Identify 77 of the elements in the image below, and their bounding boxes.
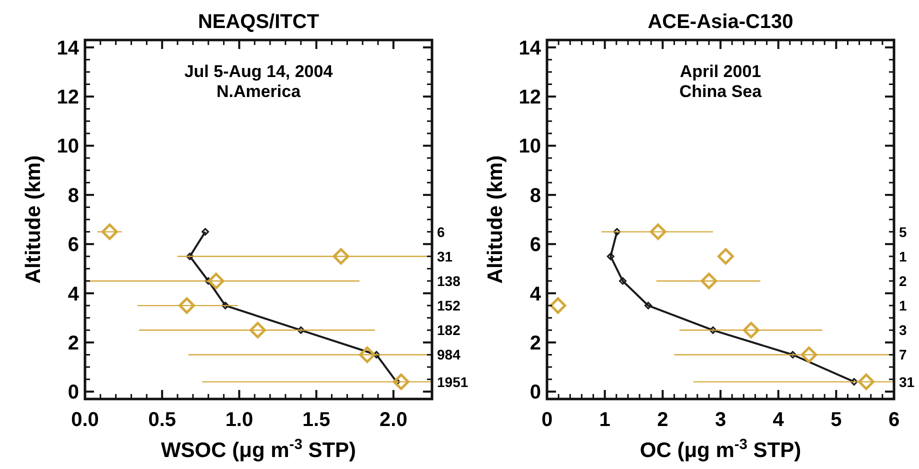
- y-tick-label: 0: [530, 382, 541, 404]
- y-tick-label: 2: [530, 332, 541, 354]
- text: 7: [899, 346, 907, 363]
- point: [850, 378, 858, 386]
- x-tick-label: 6: [888, 409, 900, 431]
- point: [332, 248, 350, 265]
- x-tick-label: 0.5: [148, 409, 176, 431]
- point: [392, 374, 410, 390]
- point: [204, 277, 212, 285]
- x-tick-label: 0.0: [71, 409, 99, 431]
- y-tick-label: 4: [68, 283, 80, 306]
- y-tick-label: 2: [68, 332, 79, 354]
- y-tick-label: 6: [68, 234, 79, 256]
- y-tick-label: 4: [530, 283, 542, 306]
- point: [550, 297, 566, 314]
- y-tick-label: 8: [530, 184, 541, 207]
- point: [619, 277, 627, 285]
- text: 2: [899, 272, 907, 289]
- y-tick-label: 10: [518, 136, 541, 158]
- y-tick-label: 12: [56, 86, 79, 109]
- point: [297, 326, 305, 334]
- y-tick-label: 6: [530, 234, 541, 256]
- text: 1: [899, 298, 907, 314]
- x-tick-label: 5: [830, 409, 842, 431]
- chart-title: NEAQS/ITCT: [198, 11, 320, 33]
- point: [178, 297, 196, 314]
- y-tick-label: 12: [518, 86, 541, 109]
- text: 152: [437, 298, 461, 314]
- text: 31: [899, 374, 915, 390]
- point: [644, 302, 652, 310]
- x-tick-label: 1.5: [302, 409, 330, 431]
- text: 1951: [437, 374, 468, 390]
- x-tick-label: 1.0: [225, 409, 254, 431]
- point: [717, 248, 734, 265]
- point: [249, 322, 266, 338]
- point: [186, 252, 194, 260]
- x-tick-label: 4: [772, 409, 785, 431]
- y-tick-label: 14: [56, 37, 80, 60]
- y-tick-label: 8: [68, 184, 79, 207]
- text: 138: [437, 272, 461, 289]
- text: 5: [899, 224, 907, 240]
- point: [208, 272, 224, 290]
- y-tick-label: 10: [56, 136, 79, 158]
- point: [606, 252, 614, 260]
- x-tick-label: 3: [714, 409, 726, 431]
- annotation: Jul 5-Aug 14, 2004: [184, 62, 334, 81]
- x-axis-title: WSOC (μg m$^{-3}$ STP): [160, 437, 356, 462]
- point: [789, 350, 797, 358]
- x-axis-title: OC (μg m$^{-3}$ STP): [640, 437, 802, 462]
- text: 1: [899, 248, 907, 264]
- x-tick-label: 2: [657, 409, 668, 431]
- y-tick-label: 14: [518, 37, 542, 60]
- y-tick-label: 0: [68, 382, 79, 404]
- point: [202, 228, 210, 236]
- text: 6: [437, 224, 445, 240]
- x-tick-label: 1: [599, 409, 610, 431]
- point: [742, 322, 760, 338]
- point: [858, 374, 874, 390]
- annotation: April 2001: [680, 62, 762, 81]
- x-tick-label: 2.0: [380, 409, 408, 431]
- point: [800, 346, 818, 363]
- text: 31: [437, 248, 453, 264]
- text: 182: [437, 322, 461, 338]
- chart-title: ACE-Asia-C130: [648, 11, 794, 33]
- y-axis-title: Altitude (km): [484, 155, 507, 284]
- point: [709, 326, 717, 334]
- annotation: N.America: [216, 82, 302, 101]
- point: [650, 224, 666, 240]
- y-axis-title: Altitude (km): [22, 155, 45, 284]
- text: 3: [899, 322, 907, 338]
- point: [700, 272, 718, 290]
- point: [222, 302, 230, 310]
- point: [358, 346, 376, 363]
- annotation: China Sea: [679, 82, 762, 101]
- text: 984: [437, 346, 461, 363]
- point: [613, 228, 621, 236]
- point: [101, 224, 118, 240]
